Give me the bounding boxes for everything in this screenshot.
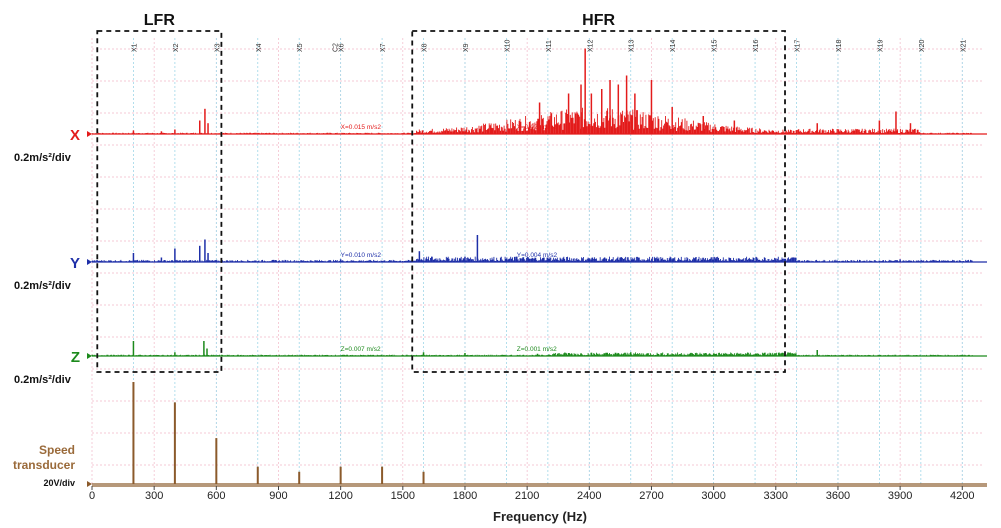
harmonic-marker-label: X19 — [877, 39, 884, 52]
channel-name-speed-transducer: transducer — [13, 458, 75, 472]
channel-name-speed-transducer: Speed — [39, 443, 75, 457]
harmonic-marker-label: X21 — [960, 39, 967, 52]
channel-name-x: X — [70, 127, 80, 144]
harmonic-marker-label: X16 — [753, 39, 760, 52]
harmonic-marker-label: X18 — [836, 39, 843, 52]
harmonic-marker-label: X7 — [380, 43, 387, 52]
x-tick-label: 3300 — [764, 490, 788, 502]
channel-label-layer: X 0.2m/s²/div Y 0.2m/s²/div Z 0.2m/s²/div Spee… — [13, 127, 80, 488]
channel-scale-label: 0.2m/s²/div — [14, 374, 72, 386]
x-tick-label: 1800 — [453, 490, 477, 502]
series-value-annotation: X=0.022 m/s2 — [517, 124, 558, 131]
series-noise-floor — [91, 352, 973, 356]
harmonic-marker-label: X17 — [795, 39, 802, 52]
harmonic-marker-label: X15 — [712, 39, 719, 52]
harmonic-marker-label: C2 — [333, 43, 340, 52]
series-value-annotation: Z=0.001 m/s2 — [517, 346, 557, 353]
harmonic-marker-label: X6 — [339, 43, 346, 52]
region-label-lfr: LFR — [144, 12, 176, 29]
harmonic-marker-label: X8 — [422, 43, 429, 52]
x-tick-label: 3000 — [701, 490, 725, 502]
x-tick-label: 2100 — [515, 490, 539, 502]
x-tick-label: 4200 — [950, 490, 974, 502]
x-tick-label: 300 — [145, 490, 163, 502]
x-tick-label: 3900 — [888, 490, 912, 502]
harmonic-marker-label: X5 — [297, 43, 304, 52]
series-speed-transducer — [87, 382, 987, 487]
series-x — [87, 48, 987, 137]
channel-name-z: Z — [71, 349, 80, 366]
annotation-layer: X=0.015 m/s2 X=0.022 m/s2 Y=0.010 m/s2 Y=0.… — [341, 124, 558, 353]
harmonic-marker-label: X20 — [919, 39, 926, 52]
region-box-layer: LFR HFR — [96, 12, 786, 373]
x-tick-label: 1200 — [328, 490, 352, 502]
region-box-lfr — [96, 30, 223, 373]
x-tick-label: 2700 — [639, 490, 663, 502]
harmonic-marker-label: X1 — [131, 43, 138, 52]
series-arrow-marker — [87, 131, 92, 137]
x-axis-title: Frequency (Hz) — [493, 509, 587, 524]
harmonic-marker-label: X10 — [504, 39, 511, 52]
series-layer — [87, 48, 987, 487]
series-arrow-marker — [87, 481, 92, 487]
channel-name-y: Y — [70, 255, 80, 272]
series-arrow-marker — [87, 353, 92, 359]
series-arrow-marker — [87, 259, 92, 265]
series-y — [87, 235, 987, 265]
grid-layer — [91, 38, 983, 486]
channel-scale-label: 0.2m/s²/div — [14, 280, 72, 292]
x-tick-label: 1500 — [391, 490, 415, 502]
series-value-annotation: Y=0.010 m/s2 — [341, 252, 382, 259]
harmonic-marker-label: X11 — [546, 40, 553, 52]
harmonic-marker-label: X2 — [173, 43, 180, 52]
series-z — [87, 341, 987, 359]
harmonic-marker-label: X9 — [463, 43, 470, 52]
x-tick-label: 900 — [269, 490, 287, 502]
series-noise-floor — [91, 256, 973, 262]
series-value-annotation: X=0.015 m/s2 — [341, 124, 382, 131]
harmonic-marker-label: X13 — [629, 39, 636, 52]
series-value-annotation: Z=0.007 m/s2 — [341, 346, 381, 353]
harmonic-marker-label: X12 — [587, 39, 594, 52]
harmonic-marker-label: X4 — [256, 43, 263, 52]
x-tick-label: 2400 — [577, 490, 601, 502]
region-box-hfr — [411, 30, 786, 373]
channel-scale-label: 0.2m/s²/div — [14, 152, 72, 164]
channel-scale-label: 20V/div — [43, 478, 75, 488]
harmonic-marker-label: X3 — [214, 43, 221, 52]
x-axis: 0 300 600 900 1200 1500 1800 2100 2400 2700 3000 33… — [89, 485, 987, 502]
harmonic-marker-label: X14 — [670, 39, 677, 52]
region-label-hfr: HFR — [582, 12, 615, 29]
series-value-annotation: Y=0.004 m/s2 — [517, 252, 558, 259]
x-tick-label: 600 — [207, 490, 225, 502]
x-tick-label: 0 — [89, 490, 95, 502]
x-tick-label: 3600 — [826, 490, 850, 502]
